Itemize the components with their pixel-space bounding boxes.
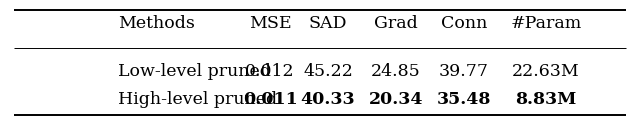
- Text: 22.63M: 22.63M: [512, 63, 580, 81]
- Text: SAD: SAD: [308, 15, 348, 32]
- Text: 39.77: 39.77: [439, 63, 489, 81]
- Text: 40.33: 40.33: [301, 91, 355, 107]
- Text: High-level pruned: High-level pruned: [118, 91, 277, 107]
- Text: 0.012: 0.012: [245, 63, 295, 81]
- Text: #Param: #Param: [510, 15, 582, 32]
- Text: Grad: Grad: [374, 15, 418, 32]
- Text: Low-level pruned: Low-level pruned: [118, 63, 271, 81]
- Text: Methods: Methods: [118, 15, 195, 32]
- Text: 35.48: 35.48: [437, 91, 491, 107]
- Text: 24.85: 24.85: [371, 63, 421, 81]
- Text: 45.22: 45.22: [303, 63, 353, 81]
- Text: 0.011: 0.011: [243, 91, 298, 107]
- Text: 20.34: 20.34: [369, 91, 423, 107]
- Text: 8.83M: 8.83M: [515, 91, 577, 107]
- Text: Conn: Conn: [441, 15, 487, 32]
- Text: MSE: MSE: [249, 15, 291, 32]
